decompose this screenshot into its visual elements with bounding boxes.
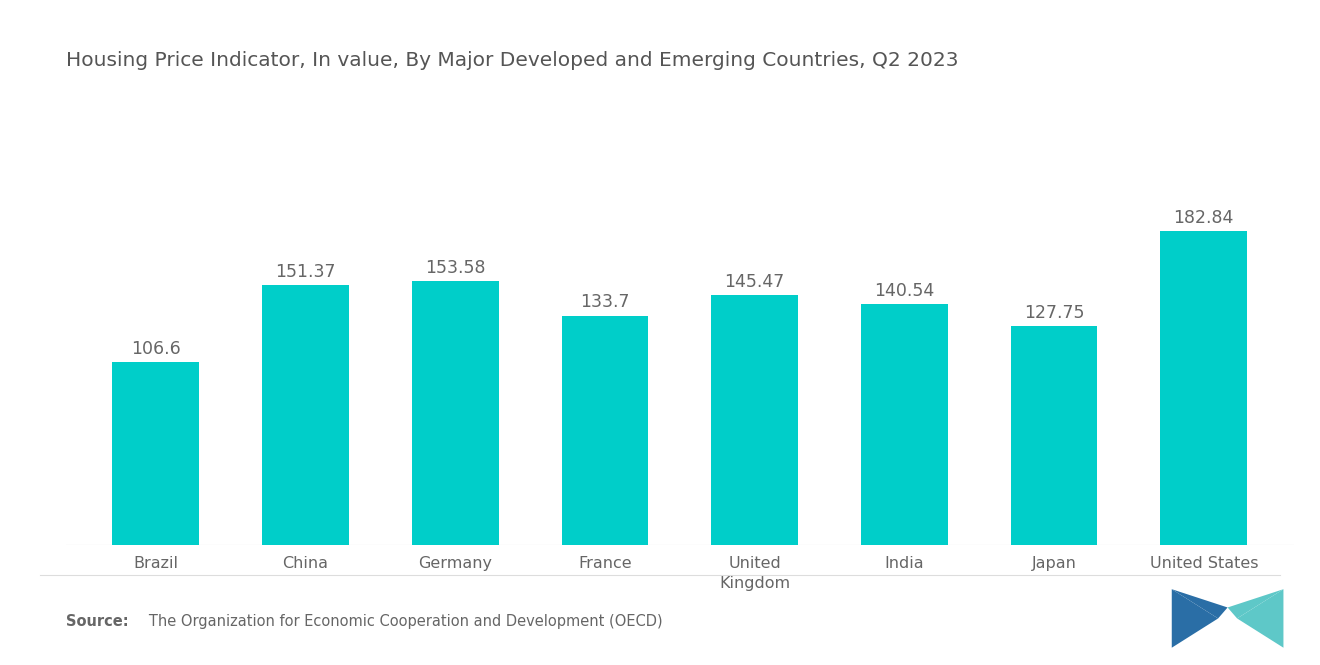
Bar — [263, 285, 348, 545]
Text: 153.58: 153.58 — [425, 259, 486, 277]
Bar — [1011, 326, 1097, 545]
Text: Housing Price Indicator, In value, By Major Developed and Emerging Countries, Q2: Housing Price Indicator, In value, By Ma… — [66, 51, 958, 70]
Text: 145.47: 145.47 — [725, 273, 785, 291]
Polygon shape — [1228, 589, 1283, 618]
Text: The Organization for Economic Cooperation and Development (OECD): The Organization for Economic Cooperatio… — [135, 614, 663, 629]
Text: 127.75: 127.75 — [1024, 303, 1084, 322]
Bar — [561, 316, 648, 545]
Text: 140.54: 140.54 — [874, 281, 935, 299]
Bar — [711, 295, 799, 545]
Bar — [861, 304, 948, 545]
Bar — [112, 362, 199, 545]
Bar — [1160, 231, 1247, 545]
Text: Source:: Source: — [66, 614, 128, 629]
Polygon shape — [1237, 589, 1283, 648]
Text: 151.37: 151.37 — [276, 263, 335, 281]
Polygon shape — [1172, 589, 1228, 618]
Bar — [412, 281, 499, 545]
Polygon shape — [1172, 589, 1218, 648]
Text: 106.6: 106.6 — [131, 340, 181, 358]
Text: 133.7: 133.7 — [581, 293, 630, 311]
Text: 182.84: 182.84 — [1173, 209, 1234, 227]
